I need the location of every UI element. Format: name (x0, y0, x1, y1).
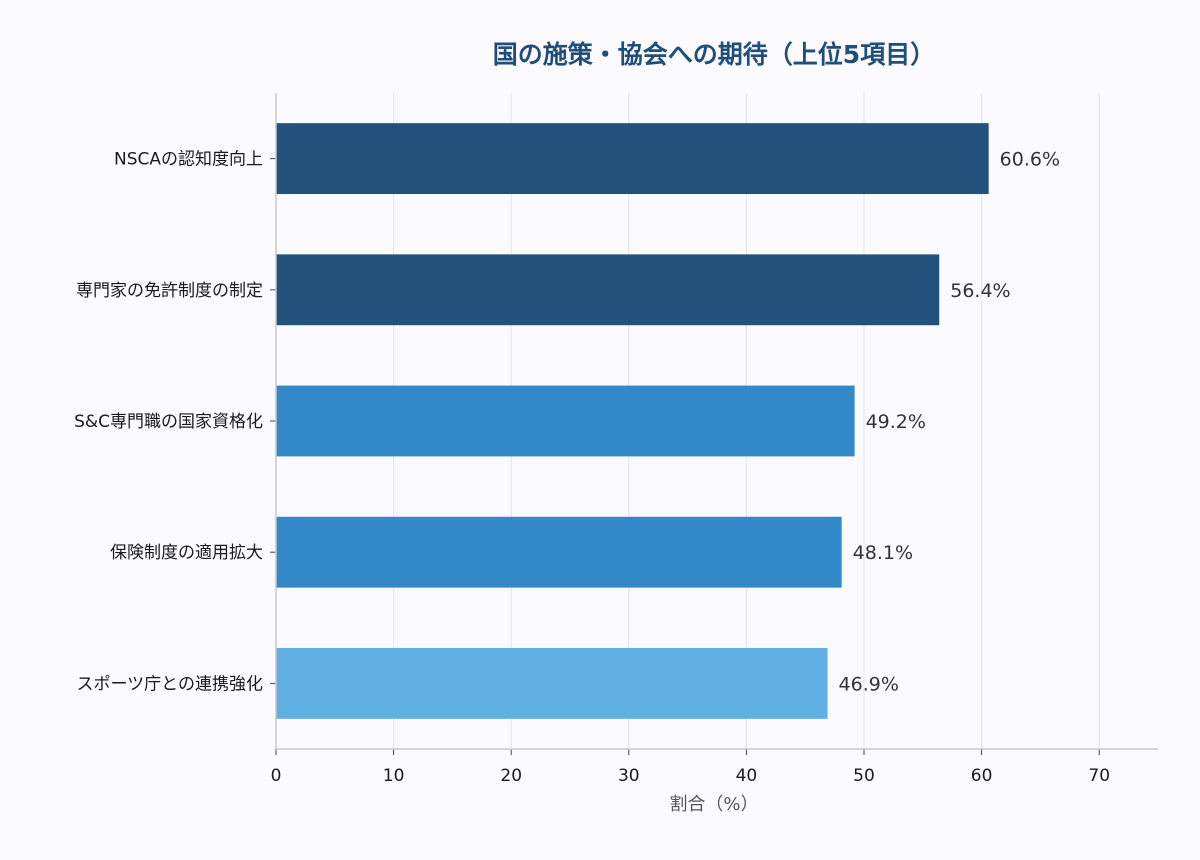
data-label: 49.2% (866, 411, 926, 433)
bar (276, 123, 989, 195)
x-tick-label: 10 (383, 766, 405, 786)
x-tick-label: 0 (271, 766, 282, 786)
category-label: 保険制度の適用拡大 (110, 543, 263, 563)
x-tick-label: 40 (736, 766, 758, 786)
data-label: 56.4% (950, 280, 1010, 302)
x-axis-label: 割合（%） (669, 794, 758, 815)
bar (276, 385, 855, 457)
x-tick-label: 50 (853, 766, 875, 786)
category-label: S&C専門職の国家資格化 (74, 412, 263, 432)
bars (276, 123, 989, 719)
x-tick-label: 70 (1088, 766, 1110, 786)
category-label: スポーツ庁との連携強化 (77, 674, 264, 694)
bar (276, 516, 842, 588)
bar (276, 254, 940, 326)
axes (270, 93, 1158, 755)
x-tick-label: 20 (500, 766, 522, 786)
bar (276, 647, 828, 719)
data-label: 60.6% (1000, 149, 1060, 171)
data-label: 46.9% (839, 673, 899, 695)
data-label: 48.1% (853, 542, 913, 564)
category-label: NSCAの認知度向上 (114, 150, 263, 170)
x-tick-label: 30 (618, 766, 640, 786)
labels: 0 10 20 30 40 50 60 70 NSCAの認知度向上 60.6% 専門家の免許制度の制… (74, 149, 1110, 786)
x-tick-label: 60 (971, 766, 993, 786)
chart-title: 国の施策・協会への期待（上位5項目） (493, 40, 935, 69)
category-label: 専門家の免許制度の制定 (76, 281, 263, 301)
